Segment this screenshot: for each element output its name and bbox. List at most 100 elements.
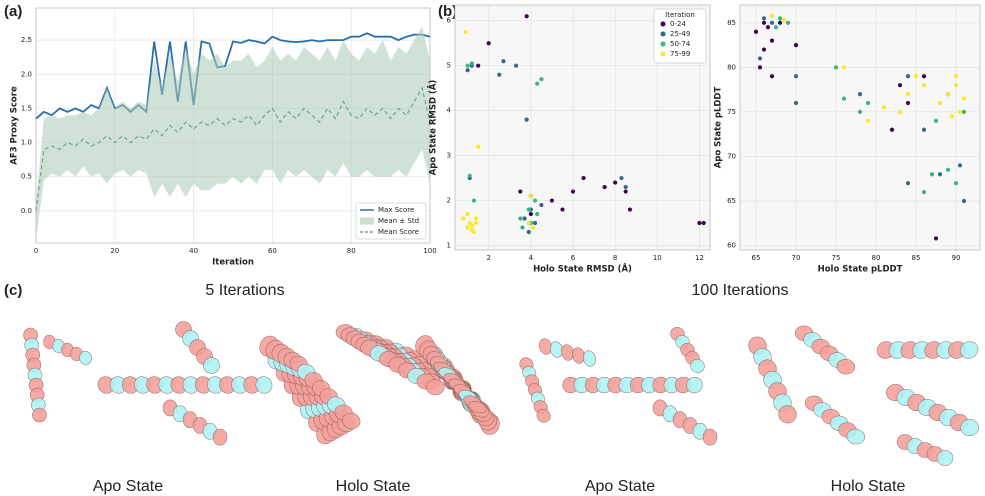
y-axis-label: Apo State RMSD (Å)	[428, 80, 439, 176]
point	[528, 211, 533, 217]
x-tick-label: 2	[486, 254, 490, 262]
point	[469, 61, 474, 66]
ribbon	[959, 341, 979, 359]
point	[532, 220, 538, 226]
point	[921, 189, 927, 195]
ribbon	[846, 428, 866, 445]
point	[501, 59, 506, 64]
structure-label: Apo State	[93, 478, 163, 495]
point	[465, 225, 470, 230]
point	[535, 81, 540, 86]
point	[539, 202, 544, 208]
point	[753, 29, 759, 34]
point	[465, 68, 470, 73]
point	[769, 20, 775, 25]
point	[602, 184, 607, 190]
point	[522, 216, 527, 221]
point	[532, 198, 538, 203]
point	[929, 172, 935, 177]
axes-frame	[739, 4, 981, 251]
y-tick-label: 2.5	[21, 36, 32, 44]
point	[761, 47, 767, 52]
legend-label: Max Score	[378, 206, 414, 214]
x-tick-label: 80	[872, 254, 881, 262]
point	[549, 198, 555, 203]
legend-swatch	[660, 41, 666, 47]
point	[881, 105, 887, 110]
point	[623, 189, 628, 194]
point	[697, 220, 702, 226]
x-tick-label: 60	[268, 247, 277, 255]
y-tick-label: 5	[447, 62, 451, 70]
legend-swatch	[360, 217, 374, 225]
x-tick-label: 40	[189, 247, 198, 255]
ribbon	[426, 379, 445, 396]
ribbon	[536, 408, 551, 423]
x-tick-label: 20	[110, 247, 119, 255]
point	[937, 172, 943, 177]
point	[777, 20, 783, 25]
point	[476, 63, 481, 68]
point	[524, 117, 529, 122]
point	[761, 16, 767, 21]
ribbon	[203, 357, 220, 374]
std-band	[36, 26, 430, 239]
point	[539, 77, 544, 82]
point	[471, 229, 477, 235]
legend-swatch	[660, 21, 666, 27]
x-tick-label: 12	[695, 254, 704, 262]
point	[461, 216, 466, 221]
structure-label: Apo State	[585, 478, 655, 495]
point	[905, 91, 911, 97]
point	[473, 216, 479, 221]
point	[560, 207, 565, 212]
point	[757, 56, 763, 61]
point	[945, 167, 951, 172]
ribbon	[702, 428, 718, 446]
ribbon	[468, 401, 487, 414]
point	[961, 96, 967, 101]
legend-label: 25-49	[670, 30, 690, 38]
point	[921, 83, 927, 88]
point	[857, 109, 863, 115]
ribbon	[79, 350, 92, 366]
point	[793, 100, 799, 106]
line	[35, 86, 431, 211]
point	[769, 38, 775, 43]
structure-label: Holo State	[831, 478, 906, 495]
legend-label: Mean Score	[378, 228, 419, 236]
point	[865, 100, 871, 106]
point	[520, 225, 525, 230]
structure-title: 5 Iterations	[205, 282, 284, 299]
point	[530, 225, 536, 230]
point	[905, 74, 911, 79]
point	[526, 229, 531, 235]
legend-swatch	[660, 31, 666, 37]
point	[518, 216, 523, 221]
point	[535, 211, 540, 217]
ribbon	[936, 450, 954, 466]
y-axis-label: Apo State pLDDT	[714, 87, 724, 169]
point	[889, 127, 895, 132]
point	[465, 211, 470, 217]
point	[897, 109, 903, 115]
point	[833, 65, 839, 70]
point	[957, 163, 963, 168]
y-tick-label: 6	[447, 17, 452, 25]
structures	[23, 321, 979, 466]
point	[781, 18, 787, 23]
point	[949, 114, 955, 119]
y-tick-label: 60	[727, 242, 736, 250]
y-tick-label: 0.5	[21, 173, 32, 181]
legend-label: 50-74	[670, 40, 691, 48]
y-tick-label: 2.0	[21, 70, 32, 78]
point	[518, 189, 523, 194]
y-tick-label: 0.0	[21, 207, 32, 215]
y-tick-label: 3	[447, 152, 451, 160]
point	[526, 207, 531, 212]
x-tick-label: 6	[571, 254, 576, 262]
x-tick-label: 100	[423, 247, 436, 255]
y-tick-label: 1.5	[21, 104, 32, 112]
y-axis-label: AF3 Proxy Score	[10, 86, 20, 165]
